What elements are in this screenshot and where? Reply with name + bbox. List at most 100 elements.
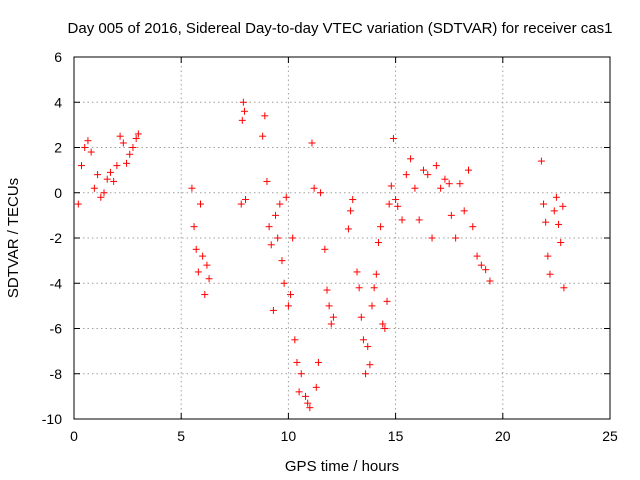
data-point [355,284,363,292]
data-point [559,202,567,210]
data-point [387,182,395,190]
y-tick-label: 0 [54,185,62,201]
data-point [97,193,105,201]
data-point [329,313,337,321]
data-point [456,180,464,188]
data-point [308,139,316,147]
data-point [546,270,554,278]
data-point [552,193,560,201]
x-tick-label: 25 [602,428,618,444]
data-point [87,148,95,156]
data-point [394,202,402,210]
data-point [415,216,423,224]
data-point [295,388,303,396]
data-point [126,150,134,158]
data-point [134,130,142,138]
data-point [265,223,273,231]
data-point [398,216,406,224]
data-point [437,184,445,192]
data-point [302,392,310,400]
data-point [74,200,82,208]
data-point [203,261,211,269]
data-point [482,266,490,274]
data-point [205,275,213,283]
data-point [293,358,301,366]
chart-title: Day 005 of 2016, Sidereal Day-to-day VTE… [68,20,613,37]
data-point [392,196,400,204]
data-point [274,234,282,242]
data-point [385,200,393,208]
data-point [424,171,432,179]
data-point [364,343,372,351]
data-point [537,157,545,165]
data-point [550,207,558,215]
data-point [379,320,387,328]
data-point [239,98,247,106]
data-point [381,325,389,332]
data-point [242,196,250,204]
data-point [359,336,367,344]
data-point [90,184,98,192]
data-point [362,370,370,378]
data-point [280,279,288,287]
data-point [81,144,89,151]
data-point [325,302,333,310]
plot-frame [73,56,611,420]
data-point [291,336,299,344]
data-point [282,193,290,201]
data-point [374,239,382,247]
data-point [473,252,481,260]
data-point [113,162,121,170]
data-point [297,370,305,378]
data-point [284,302,292,310]
data-point [389,134,397,142]
x-axis-label: GPS time / hours [285,458,399,475]
data-point [201,291,209,299]
data-point [544,252,552,260]
data-point [306,404,314,412]
data-point [106,168,114,176]
data-point [377,223,385,231]
data-point [238,116,246,124]
y-tick-label: -10 [42,411,62,427]
data-point [100,189,108,197]
data-point [188,184,196,192]
data-point [190,223,198,231]
data-point [129,144,137,151]
data-point [542,218,550,226]
data-point [347,207,355,215]
data-point [407,155,415,163]
data-point [349,196,357,204]
data-point [464,166,472,174]
data-point [312,383,320,391]
data-point [372,270,380,278]
data-point [428,234,436,242]
data-point [317,189,325,197]
data-point [278,257,286,265]
data-point [119,139,127,147]
x-tick-label: 0 [70,428,78,444]
y-axis-label: SDTVAR / TECUs [5,178,22,298]
grid [74,57,610,419]
data-point [327,320,335,328]
data-point [370,284,378,292]
data-point [110,177,118,185]
y-tick-label: -8 [50,366,63,382]
data-point [267,241,275,249]
data-point [419,166,427,174]
data-point [555,220,563,228]
tick-labels: 0 5 10 15 20 25 -10 -8 -6 -4 -2 0 2 4 6 [42,49,618,444]
data-point [477,261,485,269]
data-point [452,234,460,242]
data-point [261,112,269,120]
data-point [94,171,102,179]
x-tick-label: 5 [177,428,185,444]
data-point [192,245,200,253]
data-point [263,177,271,185]
data-point [304,399,312,407]
data-point [194,268,202,276]
data-point [240,107,248,115]
data-point [486,277,494,285]
data-point [383,297,391,305]
